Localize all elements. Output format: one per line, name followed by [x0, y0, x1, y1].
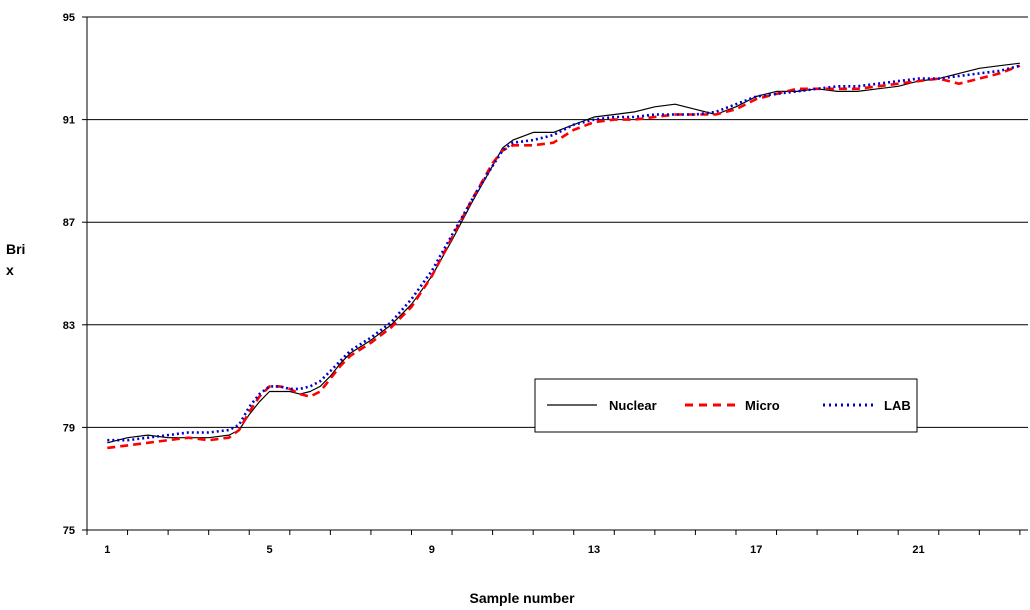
y-tick-labels: 75 79 83 87 91 95 [63, 12, 75, 537]
x-tick-label-21: 21 [912, 544, 924, 556]
series-line-nuclear [107, 62, 1020, 444]
legend-label-lab: LAB [884, 398, 911, 413]
y-tick-label-75: 75 [63, 525, 75, 537]
y-tick-label-83: 83 [63, 320, 75, 332]
x-tick-label-17: 17 [750, 544, 762, 556]
y-tick-label-87: 87 [63, 217, 75, 229]
y-tick-label-91: 91 [63, 115, 75, 127]
legend-label-micro: Micro [745, 398, 780, 413]
legend: Nuclear Micro LAB [534, 378, 918, 433]
y-axis-title-line-1: Bri [6, 241, 25, 257]
x-tick-label-5: 5 [266, 544, 272, 556]
y-tick-label-95: 95 [63, 12, 75, 24]
series-line-lab [107, 64, 1021, 442]
x-tick-label-9: 9 [429, 544, 435, 556]
legend-label-nuclear: Nuclear [609, 398, 657, 413]
x-tick-labels: 1 5 9 13 17 21 [104, 544, 924, 556]
series-line-micro [107, 64, 1021, 450]
x-tick-label-13: 13 [588, 544, 600, 556]
x-tick-label-1: 1 [104, 544, 110, 556]
axes [82, 16, 1028, 535]
y-axis-title-line-2: x [6, 262, 14, 278]
x-axis-title: Sample number [469, 590, 575, 606]
series-lines [107, 62, 1021, 450]
y-tick-label-79: 79 [63, 422, 75, 434]
